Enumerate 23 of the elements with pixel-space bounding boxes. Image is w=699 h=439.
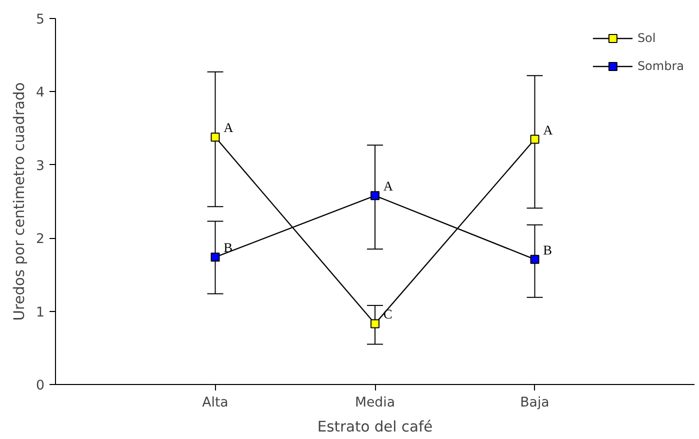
y-tick-label: 0 [36, 378, 45, 394]
x-tick-label: Baja [520, 396, 550, 410]
point [210, 132, 220, 142]
y-tick-label: 1 [36, 305, 45, 320]
point [210, 252, 220, 262]
legend-label: Sombra [637, 59, 684, 73]
x-axis-title: Estrato del café [317, 418, 433, 436]
point [530, 254, 540, 264]
annotation: A [383, 178, 394, 194]
x-tick-label: Media [354, 396, 396, 410]
annotation: B [543, 242, 552, 258]
point [370, 319, 380, 328]
point [530, 134, 540, 144]
x-tick-label: Alta [202, 396, 228, 410]
point [370, 191, 380, 200]
y-tick-label: 4 [36, 86, 45, 101]
y-tick-label: 3 [36, 158, 45, 174]
y-axis-title: Uredos por centimetro cuadrado [11, 82, 28, 321]
annotation: A [224, 120, 234, 136]
legend-label: Sol [637, 31, 657, 45]
y-tick-label: 5 [36, 12, 45, 28]
annotation: A [543, 122, 554, 138]
y-tick-label: 2 [36, 232, 45, 248]
